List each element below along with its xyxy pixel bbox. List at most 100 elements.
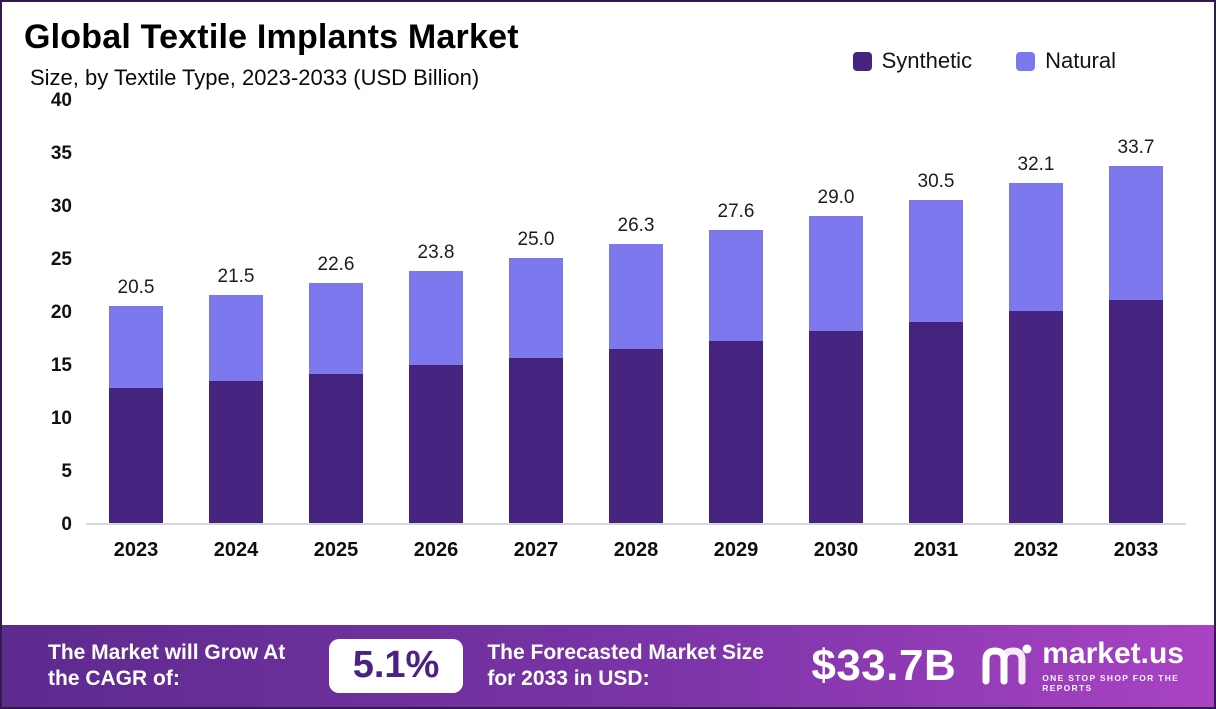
- bar-segment-natural: [109, 305, 163, 389]
- x-axis-label: 2024: [213, 539, 259, 561]
- bar-column: 33.7: [1087, 101, 1186, 523]
- bar-column: 20.5: [87, 101, 186, 523]
- x-axis-label: 2023: [113, 539, 159, 561]
- marketus-logo-icon: [980, 643, 1032, 690]
- page-title: Global Textile Implants Market: [24, 18, 519, 56]
- chart-header: Global Textile Implants Market Size, by …: [24, 18, 1186, 91]
- y-tick-label: 30: [50, 196, 72, 217]
- legend-swatch-synthetic: [852, 51, 872, 71]
- bar-segment-synthetic: [809, 331, 863, 523]
- bar-value-label: 30.5: [917, 170, 955, 192]
- bar-segment-natural: [209, 295, 263, 381]
- brand-tagline: ONE STOP SHOP FOR THE REPORTS: [1042, 673, 1180, 693]
- bar-value-label: 33.7: [1117, 136, 1155, 158]
- bar-segment-natural: [809, 215, 863, 332]
- stacked-bar: [409, 270, 463, 523]
- stacked-bar: [309, 283, 363, 523]
- y-tick-label: 5: [61, 461, 72, 482]
- bar-segment-natural: [609, 244, 663, 350]
- cagr-label: The Market will Grow At the CAGR of:: [48, 640, 286, 690]
- x-axis-label: 2031: [913, 539, 959, 561]
- bar-segment-synthetic: [709, 340, 763, 523]
- bar-value-label: 32.1: [1017, 153, 1055, 175]
- y-tick-label: 10: [50, 408, 72, 429]
- bar-segment-natural: [409, 270, 463, 366]
- bar-segment-natural: [909, 199, 963, 322]
- bar-segment-natural: [709, 230, 763, 341]
- stacked-bar: [709, 230, 763, 523]
- bar-segment-synthetic: [509, 357, 563, 523]
- bar-column: 29.0: [787, 101, 886, 523]
- bar-segment-synthetic: [309, 373, 363, 523]
- title-block: Global Textile Implants Market Size, by …: [24, 18, 519, 91]
- stacked-bar: [209, 295, 263, 523]
- y-tick-label: 0: [61, 514, 72, 535]
- bar-segment-synthetic: [609, 349, 663, 523]
- x-axis-label: 2027: [513, 539, 559, 561]
- bar-segment-synthetic: [109, 388, 163, 523]
- bar-value-label: 29.0: [817, 186, 855, 208]
- bar-segment-synthetic: [1109, 300, 1163, 523]
- brand-lockup: market.us ONE STOP SHOP FOR THE REPORTS: [980, 639, 1184, 693]
- legend: Synthetic Natural: [852, 48, 1116, 74]
- bar-column: 32.1: [987, 101, 1086, 523]
- legend-item-synthetic: Synthetic: [852, 48, 972, 74]
- stacked-bar: [1009, 182, 1063, 523]
- y-tick-label: 25: [50, 249, 72, 270]
- x-axis: 2023 2024 2025 2026 2027 2028 2029 2030 2031 2032…: [24, 539, 1186, 562]
- bar-column: 27.6: [687, 101, 786, 523]
- bar-segment-natural: [309, 283, 363, 374]
- bar-column: 23.8: [387, 101, 486, 523]
- y-tick-label: 35: [50, 143, 72, 164]
- bar-value-label: 21.5: [217, 266, 255, 288]
- forecast-label: The Forecasted Market Size for 2033 in U…: [487, 640, 764, 690]
- stacked-bar: [909, 199, 963, 523]
- bar-column: 30.5: [887, 101, 986, 523]
- cagr-value-badge: 5.1%: [328, 639, 464, 693]
- x-axis-label: 2026: [413, 539, 459, 561]
- brand-text: market.us ONE STOP SHOP FOR THE REPORTS: [1042, 637, 1184, 694]
- stacked-bar: [109, 305, 163, 523]
- bar-column: 21.5: [187, 101, 286, 523]
- x-axis-label: 2028: [613, 539, 659, 561]
- x-axis-label: 2030: [813, 539, 859, 561]
- brand-name: market.us: [1042, 637, 1184, 670]
- bar-segment-synthetic: [209, 380, 263, 523]
- stacked-bar: [809, 215, 863, 523]
- chart-area: 0 5 10 15 20 25 30 35 40 20.5 21.5 22.6 23.8 25.0 26.…: [24, 90, 1186, 535]
- bar-segment-synthetic: [409, 365, 463, 523]
- stacked-bar: [1109, 165, 1163, 523]
- bar-value-label: 25.0: [517, 229, 555, 251]
- bar-column: 22.6: [287, 101, 386, 523]
- y-tick-label: 15: [50, 355, 72, 376]
- bar-value-label: 20.5: [117, 276, 155, 298]
- x-axis-label: 2032: [1013, 539, 1059, 561]
- x-axis-label: 2025: [313, 539, 359, 561]
- chart-subtitle: Size, by Textile Type, 2023-2033 (USD Bi…: [30, 65, 480, 90]
- bar-value-label: 22.6: [317, 254, 355, 276]
- legend-label: Natural: [1045, 48, 1116, 73]
- chart-card: Global Textile Implants Market Size, by …: [2, 2, 1214, 625]
- x-axis-label: 2029: [713, 539, 759, 561]
- forecast-value: $33.7B: [811, 641, 957, 690]
- legend-item-natural: Natural: [1016, 48, 1116, 74]
- footer-banner: The Market will Grow At the CAGR of: 5.1…: [2, 625, 1214, 707]
- bar-column: 25.0: [487, 101, 586, 523]
- plot-area: 20.5 21.5 22.6 23.8 25.0 26.3 27.6 29.0 30.5 32.1…: [86, 101, 1186, 525]
- bar-value-label: 26.3: [617, 215, 655, 237]
- x-axis-label: 2033: [1113, 539, 1159, 561]
- bar-segment-natural: [1009, 182, 1063, 311]
- y-axis: 0 5 10 15 20 25 30 35 40: [24, 90, 86, 535]
- stacked-bar: [609, 244, 663, 523]
- stacked-bar: [509, 258, 563, 523]
- bar-segment-natural: [1109, 165, 1163, 301]
- y-tick-label: 20: [50, 302, 72, 323]
- y-tick-label: 40: [50, 90, 72, 111]
- bar-value-label: 27.6: [717, 201, 755, 223]
- bar-segment-synthetic: [1009, 311, 1063, 523]
- bar-segment-synthetic: [909, 321, 963, 523]
- legend-swatch-natural: [1016, 51, 1036, 71]
- bar-segment-natural: [509, 258, 563, 358]
- bar-value-label: 23.8: [417, 241, 455, 263]
